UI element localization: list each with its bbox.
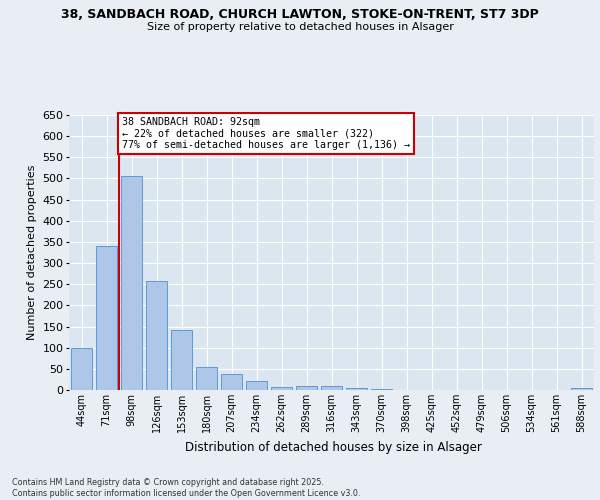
Bar: [271, 386, 292, 390]
Bar: [121, 176, 142, 390]
Bar: [96, 246, 117, 390]
Text: 38, SANDBACH ROAD, CHURCH LAWTON, STOKE-ON-TRENT, ST7 3DP: 38, SANDBACH ROAD, CHURCH LAWTON, STOKE-…: [61, 8, 539, 20]
Bar: [346, 388, 367, 390]
Y-axis label: Number of detached properties: Number of detached properties: [27, 165, 37, 340]
Bar: [221, 374, 242, 390]
Bar: [371, 388, 392, 390]
Text: 38 SANDBACH ROAD: 92sqm
← 22% of detached houses are smaller (322)
77% of semi-d: 38 SANDBACH ROAD: 92sqm ← 22% of detache…: [121, 117, 409, 150]
Bar: [296, 386, 317, 390]
Bar: [571, 388, 592, 390]
Bar: [146, 282, 167, 390]
Bar: [321, 386, 342, 390]
Bar: [171, 330, 192, 390]
Bar: [246, 380, 267, 390]
Bar: [71, 348, 92, 390]
Text: Size of property relative to detached houses in Alsager: Size of property relative to detached ho…: [146, 22, 454, 32]
Text: Distribution of detached houses by size in Alsager: Distribution of detached houses by size …: [185, 441, 481, 454]
Bar: [196, 366, 217, 390]
Text: Contains HM Land Registry data © Crown copyright and database right 2025.
Contai: Contains HM Land Registry data © Crown c…: [12, 478, 361, 498]
